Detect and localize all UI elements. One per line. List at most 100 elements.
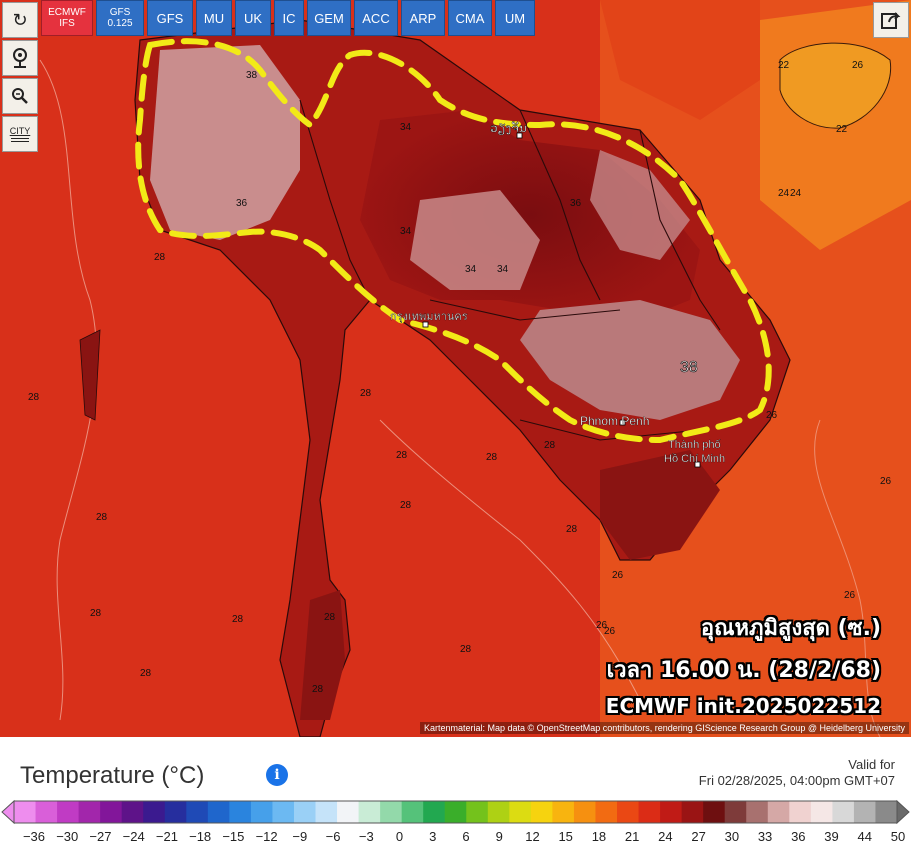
scale-tick-label: 3 [429, 829, 437, 844]
location-button[interactable] [2, 40, 38, 76]
city-toggle-button[interactable]: CITY [2, 116, 38, 152]
scale-cell [552, 801, 575, 823]
scale-cell [444, 801, 467, 823]
temperature-map[interactable]: ວຽງຈັນ กรุงเทพมหานคร Phnom Penh Thành ph… [0, 0, 911, 737]
contour-label: 38 [246, 70, 258, 81]
city-label-hcmc-line2: Hồ Chí Minh [664, 453, 725, 465]
scale-cells [13, 800, 898, 824]
hcmc-marker [694, 461, 701, 468]
contour-label: 28 [140, 668, 152, 679]
andaman-island [79, 329, 101, 421]
scale-tick-label: 27 [691, 829, 706, 844]
scale-cell [595, 801, 618, 823]
contour-label: 26 [844, 590, 856, 601]
contour-label: 28 [324, 612, 336, 623]
model-button-ic[interactable]: IC [274, 0, 304, 36]
laos-hot-patch [590, 150, 690, 260]
model-button-acc[interactable]: ACC [354, 0, 398, 36]
contour-label: 28 [96, 512, 108, 523]
map-canvas[interactable]: ວຽງຈັນ กรุงเทพมหานคร Phnom Penh Thành ph… [0, 0, 911, 737]
share-icon [881, 12, 901, 29]
scale-cell [78, 801, 101, 823]
contour-label: 28 [360, 388, 372, 399]
model-button-gem[interactable]: GEM [307, 0, 351, 36]
color-scale-bar [1, 799, 910, 825]
scale-tick-label: 6 [462, 829, 470, 844]
vientiane-marker [516, 132, 523, 139]
contour-label: 22 [836, 124, 848, 135]
scale-tick-label: −27 [89, 829, 112, 844]
contour-label: 28 [28, 392, 40, 403]
scale-cell [401, 801, 424, 823]
scale-tick-label: 39 [824, 829, 839, 844]
scale-cell [832, 801, 855, 823]
refresh-button[interactable]: ↻ [2, 2, 38, 38]
scale-tick-label: 44 [857, 829, 872, 844]
legend-panel: Temperature (°C) i Valid for Fri 02/28/2… [0, 737, 911, 851]
info-icon[interactable]: i [266, 764, 288, 786]
scale-cell [164, 801, 187, 823]
model-button-label: MU [203, 10, 225, 26]
scale-tick-label: −9 [292, 829, 308, 844]
contour-label: 28 [312, 684, 324, 695]
scale-tick-label: 12 [525, 829, 540, 844]
contour-label: 28 [486, 452, 498, 463]
contour-label: 28 [90, 608, 102, 619]
contour-26-east [814, 419, 881, 737]
model-button-mu[interactable]: MU [196, 0, 232, 36]
model-button-arp[interactable]: ARP [401, 0, 445, 36]
scale-tick-label: −36 [22, 829, 46, 844]
contour-label: 26 [604, 626, 616, 637]
model-button-gfs-0-125[interactable]: GFS 0.125 [96, 0, 144, 36]
scale-tick-label: −12 [255, 829, 278, 844]
bangkok-marker [422, 321, 429, 328]
scale-cell [14, 801, 37, 823]
model-button-gfs[interactable]: GFS [147, 0, 193, 36]
zoom-button[interactable] [2, 78, 38, 114]
scale-cell [789, 801, 812, 823]
contour-label: 34 [465, 264, 477, 275]
scale-tick-label: −6 [325, 829, 341, 844]
overlay-time: เวลา 16.00 น. (28/2/68) [606, 658, 881, 683]
scale-cell [293, 801, 317, 823]
model-button-ecmwf-ifs[interactable]: ECMWF IFS [41, 0, 93, 36]
contour-label: 28 [566, 524, 578, 535]
scale-tick-label: 18 [591, 829, 607, 844]
scale-cell [509, 801, 532, 823]
model-button-label: GFS 0.125 [107, 7, 133, 29]
heat-highlight-outline [135, 38, 772, 444]
contour-label: 28 [232, 614, 244, 625]
city-label-phnom-penh: Phnom Penh [580, 414, 649, 428]
scale-cell [530, 801, 553, 823]
scale-cell [57, 801, 80, 823]
contour-label: 26 [880, 476, 892, 487]
legend-title: Temperature (°C) [20, 762, 205, 789]
malay-peninsula [300, 590, 345, 720]
contour-label: 28 [544, 440, 556, 451]
model-button-label: ARP [409, 10, 437, 26]
scale-cell [121, 801, 144, 823]
contour-label: 28 [460, 644, 472, 655]
scale-cell [767, 801, 790, 823]
model-button-cma[interactable]: CMA [448, 0, 492, 36]
model-button-uk[interactable]: UK [235, 0, 271, 36]
model-button-label: UK [243, 10, 263, 26]
scale-cell [466, 801, 489, 823]
country-borders [299, 99, 721, 441]
contour-label: 36 [236, 198, 248, 209]
scale-tick-label: 30 [724, 829, 740, 844]
scale-tick-label: −21 [155, 829, 178, 844]
scale-tick-label: −3 [358, 829, 374, 844]
contour-label: 34 [400, 122, 412, 133]
scale-cell [617, 801, 640, 823]
share-button[interactable] [873, 2, 909, 38]
contour-28-gulf [379, 419, 641, 701]
hainan-island [779, 42, 892, 129]
scale-tick-label: 21 [624, 829, 640, 844]
model-button-label: ACC [362, 10, 390, 26]
map-credit: Kartenmaterial: Map data © OpenStreetMap… [420, 722, 909, 734]
model-button-label: CMA [455, 10, 485, 26]
contour-label: 36 [570, 198, 582, 209]
model-button-um[interactable]: UM [495, 0, 535, 36]
mekong-delta [600, 450, 720, 560]
